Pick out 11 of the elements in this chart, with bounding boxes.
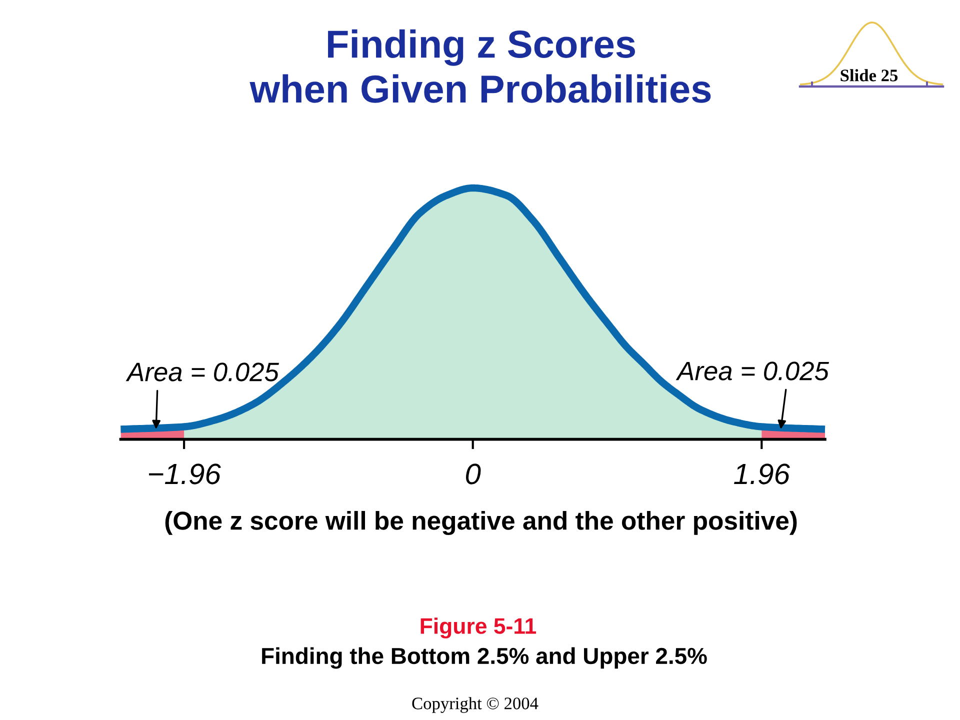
annotation: Area = 0.025 — [676, 362, 830, 380]
x-tick-label: 1.96 — [734, 464, 790, 484]
text: Finding the Bottom 2.5% and Upper 2.5% — [262, 647, 707, 669]
text: Copyright © 2004 — [412, 697, 538, 713]
caption: Figure 5-11 — [420, 618, 536, 638]
x-tick-label: 0 — [466, 464, 481, 484]
x-tick-label: −1.96 — [149, 464, 221, 484]
text: (One z score will be negative and the other positive) — [165, 510, 797, 536]
chart-title: Finding z Scores when Given Probabilities — [250, 29, 711, 103]
text: Slide 25 — [840, 69, 898, 82]
annotation: Area = 0.025 — [126, 362, 279, 382]
